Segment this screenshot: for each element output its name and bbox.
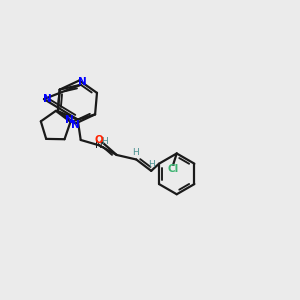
Text: H: H (101, 137, 108, 146)
Text: O: O (94, 135, 103, 145)
Text: N: N (43, 94, 52, 104)
Text: Cl: Cl (167, 164, 179, 174)
Text: N: N (95, 140, 103, 150)
Text: N: N (71, 120, 80, 130)
Text: H: H (148, 160, 155, 169)
Text: N: N (64, 116, 74, 125)
Text: N: N (78, 77, 87, 87)
Text: H: H (132, 148, 139, 158)
